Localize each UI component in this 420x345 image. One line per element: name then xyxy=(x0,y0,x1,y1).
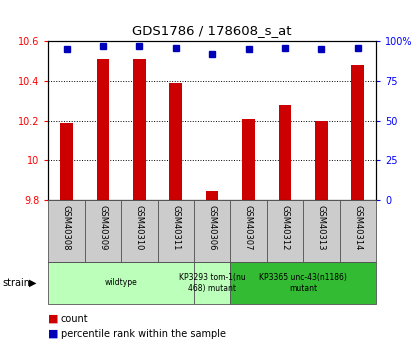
Text: GSM40311: GSM40311 xyxy=(171,205,180,250)
Bar xyxy=(133,59,146,345)
Bar xyxy=(60,123,73,345)
Text: strain: strain xyxy=(2,278,30,288)
Bar xyxy=(48,262,194,304)
Text: wildtype: wildtype xyxy=(105,278,137,287)
Text: GSM40313: GSM40313 xyxy=(317,205,326,250)
Text: ■: ■ xyxy=(48,329,59,339)
Text: GSM40314: GSM40314 xyxy=(353,205,362,250)
Text: GSM40312: GSM40312 xyxy=(281,205,289,250)
Bar xyxy=(351,65,364,345)
Title: GDS1786 / 178608_s_at: GDS1786 / 178608_s_at xyxy=(132,24,292,38)
Bar xyxy=(97,59,109,345)
Bar xyxy=(206,191,218,345)
Text: GSM40306: GSM40306 xyxy=(207,205,217,250)
Bar xyxy=(158,200,194,262)
Bar xyxy=(194,200,230,262)
Text: KP3365 unc-43(n1186)
mutant: KP3365 unc-43(n1186) mutant xyxy=(259,273,347,293)
Text: KP3293 tom-1(nu
468) mutant: KP3293 tom-1(nu 468) mutant xyxy=(179,273,245,293)
Text: GSM40309: GSM40309 xyxy=(98,205,108,250)
Bar xyxy=(85,200,121,262)
Bar xyxy=(169,83,182,345)
Bar xyxy=(242,119,255,345)
Text: GSM40308: GSM40308 xyxy=(62,205,71,250)
Text: GSM40307: GSM40307 xyxy=(244,205,253,250)
Bar xyxy=(48,200,85,262)
Text: percentile rank within the sample: percentile rank within the sample xyxy=(61,329,226,339)
Bar xyxy=(315,121,328,345)
Bar xyxy=(278,105,291,345)
Bar xyxy=(339,200,376,262)
Bar xyxy=(194,262,230,304)
Bar xyxy=(267,200,303,262)
Text: ▶: ▶ xyxy=(29,278,36,288)
Bar xyxy=(230,200,267,262)
Bar xyxy=(230,262,376,304)
Bar xyxy=(121,200,158,262)
Text: count: count xyxy=(61,314,89,324)
Bar xyxy=(303,200,339,262)
Text: GSM40310: GSM40310 xyxy=(135,205,144,250)
Text: ■: ■ xyxy=(48,314,59,324)
